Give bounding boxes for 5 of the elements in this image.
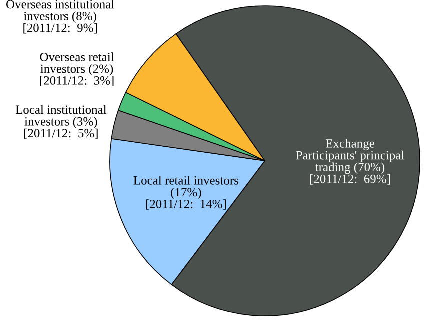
slice-label: Overseas retail investors (2%) [2011/12: 3%] bbox=[40, 52, 114, 86]
slice-label: Overseas institutional investors (8%) [2011/12: 9%] bbox=[6, 0, 114, 34]
slice-label: Local retail investors (17%) [2011/12: 14%] bbox=[134, 176, 238, 210]
slice-label: Exchange Participants' principal trading (70%) [2011/12: 69%] bbox=[296, 139, 404, 185]
slice-label: Local institutional investors (3%) [2011/12: 5%] bbox=[16, 105, 107, 140]
